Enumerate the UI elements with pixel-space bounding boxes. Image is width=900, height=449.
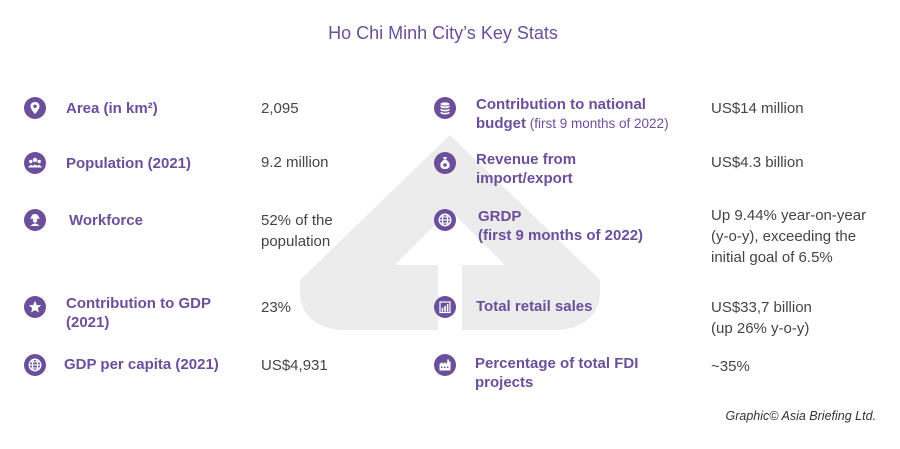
watermark-logo xyxy=(300,135,600,330)
stat-label-gdp-contribution: Contribution to GDP (2021) xyxy=(66,295,211,331)
stat-label-population: Population (2021) xyxy=(66,155,192,172)
stat-label-import-export: Revenue from import/export xyxy=(476,151,577,187)
stat-label-grdp: GRDP (first 9 months of 2022) xyxy=(478,208,644,244)
worker-icon xyxy=(24,209,46,231)
coin-stack-icon xyxy=(434,97,456,119)
stat-label-retail-sales: Total retail sales xyxy=(476,298,593,315)
globe-icon xyxy=(24,354,46,376)
graphic-credit: Graphic© Asia Briefing Ltd. xyxy=(725,409,876,423)
money-bag-icon xyxy=(434,152,456,174)
stat-label-fdi-projects: Percentage of total FDI projects xyxy=(475,355,639,391)
stat-value-population: 9.2 million xyxy=(261,154,329,171)
bar-chart-icon xyxy=(434,296,456,318)
stat-value-gdp-contribution: 23% xyxy=(261,299,292,316)
page-title: Ho Chi Minh City’s Key Stats xyxy=(328,23,558,43)
stat-value-fdi-projects: ~35% xyxy=(711,358,750,375)
globe-icon xyxy=(434,209,456,231)
people-group-icon xyxy=(24,152,46,174)
stat-value-workforce: 52% of the population xyxy=(261,212,333,250)
stat-value-area: 2,095 xyxy=(261,100,299,117)
star-icon xyxy=(24,296,46,318)
stat-label-national-budget-period: (first 9 months of 2022) xyxy=(526,116,669,131)
stat-value-grdp: Up 9.44% year-on-year (y-o-y), exceeding… xyxy=(711,207,867,266)
factory-icon xyxy=(434,354,456,376)
stat-label-gdp-per-capita: GDP per capita (2021) xyxy=(64,356,219,373)
stat-label-national-budget: Contribution to national budget (first 9… xyxy=(476,96,669,132)
stat-label-area: Area (in km²) xyxy=(66,100,158,117)
stat-label-workforce: Workforce xyxy=(69,212,143,229)
stat-value-retail-sales: US$33,7 billion (up 26% y-o-y) xyxy=(711,299,812,337)
location-pin-icon xyxy=(24,97,46,119)
stat-value-import-export: US$4.3 billion xyxy=(711,154,804,171)
stat-value-national-budget: US$14 million xyxy=(711,100,804,117)
stat-value-gdp-per-capita: US$4,931 xyxy=(261,357,328,374)
